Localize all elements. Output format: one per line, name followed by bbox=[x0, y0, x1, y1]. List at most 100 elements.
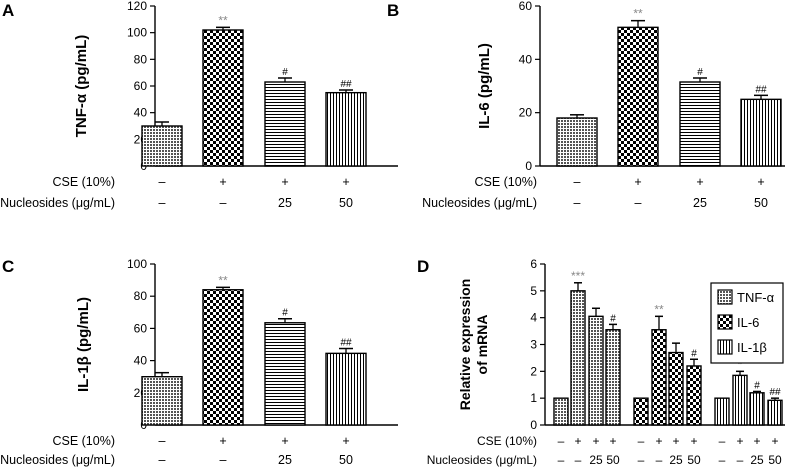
condition-value: – bbox=[220, 196, 227, 210]
condition-value: 25 bbox=[669, 453, 683, 467]
condition-value: – bbox=[159, 453, 166, 467]
panel-label: A bbox=[2, 1, 14, 20]
condition-value: – bbox=[574, 175, 581, 189]
y-tick-label: 2 bbox=[530, 364, 537, 378]
significance-label: ** bbox=[218, 273, 228, 287]
y-tick-label: 5 bbox=[530, 284, 537, 298]
bar bbox=[605, 329, 621, 426]
panel-label: D bbox=[417, 257, 429, 276]
bar bbox=[633, 397, 649, 426]
bar bbox=[767, 399, 783, 426]
bar bbox=[588, 315, 604, 426]
condition-row-label: Nucleosides (μg/mL) bbox=[422, 196, 537, 210]
y-tick-label: 40 bbox=[134, 354, 148, 368]
bar bbox=[141, 376, 183, 426]
legend-swatch bbox=[717, 289, 733, 305]
condition-value: + bbox=[281, 434, 288, 448]
bar bbox=[264, 322, 306, 426]
condition-value: + bbox=[771, 434, 778, 448]
significance-label: ## bbox=[340, 79, 352, 90]
bar bbox=[325, 91, 367, 167]
bar bbox=[732, 374, 748, 426]
condition-value: + bbox=[219, 175, 226, 189]
y-axis-label: IL-6 (pg/mL) bbox=[476, 43, 493, 129]
condition-value: 50 bbox=[687, 453, 701, 467]
y-tick-label: 40 bbox=[519, 52, 533, 66]
panel-label: C bbox=[2, 257, 14, 276]
bar bbox=[264, 81, 306, 167]
condition-row-label: CSE (10%) bbox=[52, 434, 115, 448]
condition-value: + bbox=[342, 175, 349, 189]
y-axis-label: of mRNA bbox=[474, 315, 490, 375]
bar bbox=[556, 117, 598, 167]
condition-value: + bbox=[672, 434, 679, 448]
condition-value: – bbox=[719, 453, 726, 467]
condition-value: + bbox=[219, 434, 226, 448]
condition-row-label: CSE (10%) bbox=[477, 434, 537, 448]
condition-value: – bbox=[558, 453, 565, 467]
condition-row-label: CSE (10%) bbox=[52, 175, 115, 189]
bar bbox=[570, 290, 586, 426]
bar bbox=[553, 397, 569, 426]
condition-value: 50 bbox=[754, 196, 768, 210]
condition-value: + bbox=[281, 175, 288, 189]
significance-label: # bbox=[610, 313, 616, 324]
y-axis-label: TNF-α (pg/mL) bbox=[73, 35, 90, 138]
legend-entry: IL-1β bbox=[737, 340, 767, 355]
condition-value: 50 bbox=[768, 453, 782, 467]
bar bbox=[617, 26, 659, 167]
condition-value: + bbox=[753, 434, 760, 448]
condition-value: 25 bbox=[693, 196, 707, 210]
significance-label: # bbox=[282, 308, 288, 319]
condition-value: + bbox=[634, 175, 641, 189]
significance-label: ## bbox=[755, 84, 767, 95]
condition-value: 25 bbox=[589, 453, 603, 467]
y-tick-label: 60 bbox=[134, 321, 148, 335]
legend-swatch bbox=[717, 339, 733, 355]
legend: TNF-α IL-6 IL-1β bbox=[710, 282, 784, 364]
bar bbox=[679, 81, 721, 167]
significance-label: ** bbox=[654, 302, 664, 316]
y-tick-label: 4 bbox=[530, 311, 537, 325]
legend-entry: TNF-α bbox=[737, 290, 775, 305]
y-tick-label: 60 bbox=[134, 79, 148, 93]
y-axis-label: IL-1β (pg/mL) bbox=[75, 297, 92, 392]
condition-value: 25 bbox=[278, 196, 292, 210]
condition-value: 25 bbox=[278, 453, 292, 467]
y-tick-label: 100 bbox=[127, 257, 147, 271]
bar bbox=[714, 397, 730, 426]
y-tick-label: 80 bbox=[134, 52, 148, 66]
significance-label: # bbox=[697, 67, 703, 78]
bar bbox=[749, 392, 765, 426]
y-tick-label: 40 bbox=[134, 106, 148, 120]
bar bbox=[668, 351, 684, 426]
y-tick-label: 20 bbox=[519, 106, 533, 120]
y-tick-label: 3 bbox=[530, 338, 537, 352]
y-tick-label: 1 bbox=[530, 391, 537, 405]
condition-value: 50 bbox=[339, 196, 353, 210]
bar bbox=[202, 29, 244, 167]
condition-value: – bbox=[220, 453, 227, 467]
legend-entry: IL-6 bbox=[737, 315, 759, 330]
condition-value: – bbox=[638, 453, 645, 467]
condition-value: + bbox=[690, 434, 697, 448]
significance-label: ** bbox=[218, 13, 228, 27]
condition-row-label: CSE (10%) bbox=[474, 175, 537, 189]
bar bbox=[740, 98, 782, 167]
condition-value: – bbox=[575, 453, 582, 467]
condition-row-label: Nucleosides (μg/mL) bbox=[0, 196, 115, 210]
condition-value: + bbox=[696, 175, 703, 189]
y-tick-label: 120 bbox=[127, 0, 147, 13]
condition-value: – bbox=[638, 434, 645, 448]
y-tick-label: 0 bbox=[525, 159, 532, 173]
condition-value: – bbox=[635, 196, 642, 210]
y-axis-label: Relative expression bbox=[457, 279, 473, 411]
condition-value: – bbox=[656, 453, 663, 467]
significance-label: ## bbox=[769, 387, 781, 398]
significance-label: ** bbox=[633, 7, 643, 21]
condition-value: – bbox=[574, 196, 581, 210]
condition-value: + bbox=[342, 434, 349, 448]
significance-label: * bbox=[738, 357, 743, 371]
condition-value: – bbox=[737, 453, 744, 467]
